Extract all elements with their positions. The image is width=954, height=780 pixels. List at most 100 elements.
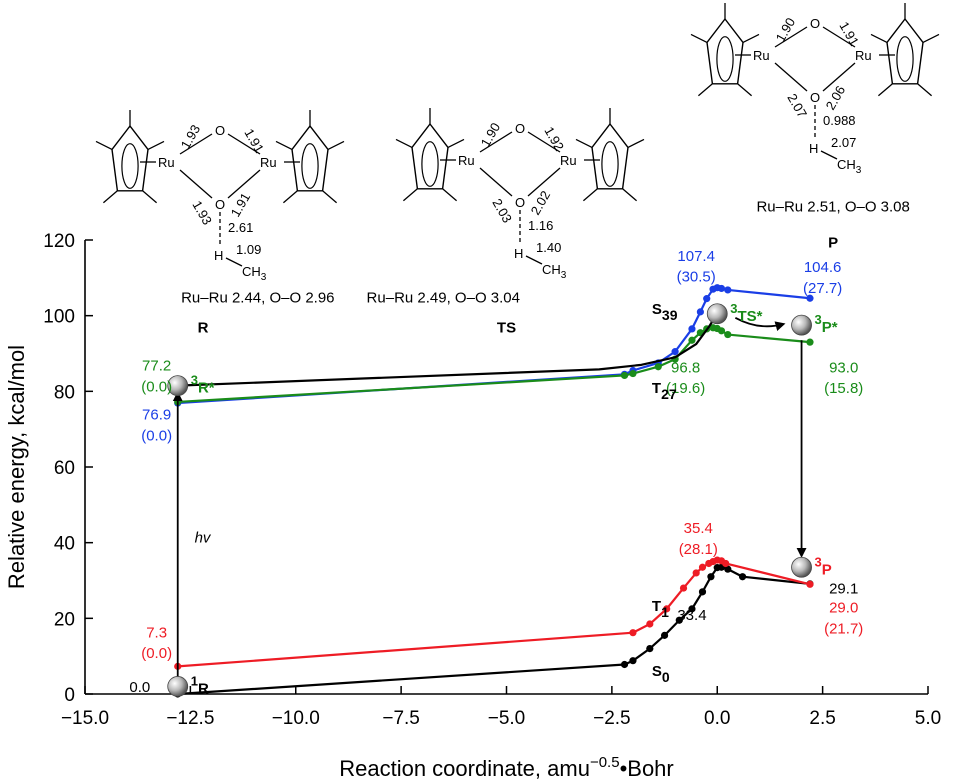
energy-annotation: (0.0) [141,428,172,445]
y-tick-label: 0 [64,685,75,706]
data-point-T1 [679,584,688,592]
energy-annotation: 33.4 [677,607,706,624]
methyl-bond [690,33,708,43]
bond-length: 2.61 [228,220,253,235]
cp-aromatic-ring [896,36,914,82]
cp-aromatic-ring [421,141,439,187]
methyl-bond [102,190,118,204]
energy-annotation: 7.3 [146,624,167,641]
state-label-rstar: 3R* [191,373,215,397]
energy-annotation: (0.0) [141,378,172,395]
state-sphere-rstar [167,375,189,397]
plot-axes: 0 20 40 60 80 100 120 −15.0 −12.5 −10.0 −7.5 −5.0 −2… [4,231,941,780]
ru-o-bond [774,26,808,48]
energy-annotation: 107.4 [677,248,715,265]
methyl-bond [395,138,413,148]
data-point-T27 [620,371,629,380]
data-point-T1 [692,569,700,577]
data-point-S0 [738,573,747,581]
ru-o-bond [822,62,856,92]
ru-o-bond [774,62,808,92]
y-tick-label: 40 [54,534,75,555]
energy-annotation: 35.4 [684,520,713,537]
data-point-S39 [688,325,696,333]
data-point-S39 [671,348,679,356]
methyl-bond [442,188,458,202]
state-name-label: T27 [652,380,677,402]
methyl-bond [742,33,760,43]
oxygen-atom-top: O [515,121,525,136]
ru-o-bond [227,133,261,155]
data-point-S39 [724,286,732,294]
methyl-bond [95,140,113,150]
cp-ring [411,122,449,190]
h-c-bond [820,150,838,160]
x-tick-label: −2.5 [593,708,631,729]
geometry-caption: Ru–Ru 2.44, O–O 2.96 [181,289,334,306]
ru-o-bond [479,131,513,153]
bond-length: 2.03 [489,196,515,225]
cp-ring [591,122,629,190]
methyl-bond [917,83,933,97]
data-point-S39 [696,308,704,316]
methyl-group: CH3 [542,262,567,281]
methyl-bond [447,138,465,148]
oxygen-atom-top: O [810,16,820,31]
cp-ring [886,17,924,85]
methyl-bond [737,83,753,97]
energy-annotation: 0.0 [129,679,150,696]
cp-aromatic-ring [301,143,319,189]
energy-annotation: 77.2 [142,358,171,375]
bond-length: 2.07 [784,91,810,120]
data-point-S0 [724,565,732,573]
state-name-label: S39 [652,301,678,323]
methyl-bond [282,190,298,204]
cp-aromatic-ring [121,143,139,189]
ru-o-bond [479,167,513,197]
oxygen-atom-top: O [215,123,225,138]
series-line-T1 [177,558,811,668]
bond-length: 1.40 [536,240,561,255]
energy-annotation: (15.8) [824,380,863,397]
methyl-bond [922,33,940,43]
hv-label: hv [195,530,212,547]
energy-annotation: 93.0 [829,359,858,376]
state-points: 1R 3R* 3TS* 3P* 3P [167,301,838,697]
bond-length: 1.16 [528,218,553,233]
data-point-S0 [646,645,654,653]
methyl-bond [275,140,293,150]
x-tick-label: −10.0 [272,708,320,729]
y-tick-label: 20 [54,609,75,630]
ru-o-bond [527,131,561,153]
ru-o-bond [179,133,213,155]
data-point-T1 [722,559,730,568]
state-label-r: 1R [191,673,209,697]
ru-atom-right: Ru [560,153,577,168]
data-point-S0 [688,605,696,613]
y-tick-label: 100 [43,307,75,328]
oxygen-atom-bottom: O [215,197,225,212]
ru-o-bond [527,167,561,197]
ru-atom-left: Ru [753,48,770,63]
methyl-bond [582,188,598,202]
cp-aromatic-ring [601,141,619,187]
state-sphere-pstar [791,314,812,336]
bond-length: 1.09 [236,242,261,257]
structure-name-label: P [828,235,838,252]
bond-length: 1.91 [836,19,862,48]
hydrogen-atom: H [809,141,818,156]
data-point-T27 [717,327,726,335]
ru-atom-left: Ru [458,153,475,168]
structure-name-label: TS [497,320,516,337]
y-tick-label: 120 [43,231,75,252]
methyl-bond [402,188,418,202]
data-point-T1 [646,620,654,628]
data-point-S0 [660,631,669,639]
methyl-bond [622,188,638,202]
data-point-S0 [707,573,715,581]
ru-atom-left: Ru [158,155,175,170]
